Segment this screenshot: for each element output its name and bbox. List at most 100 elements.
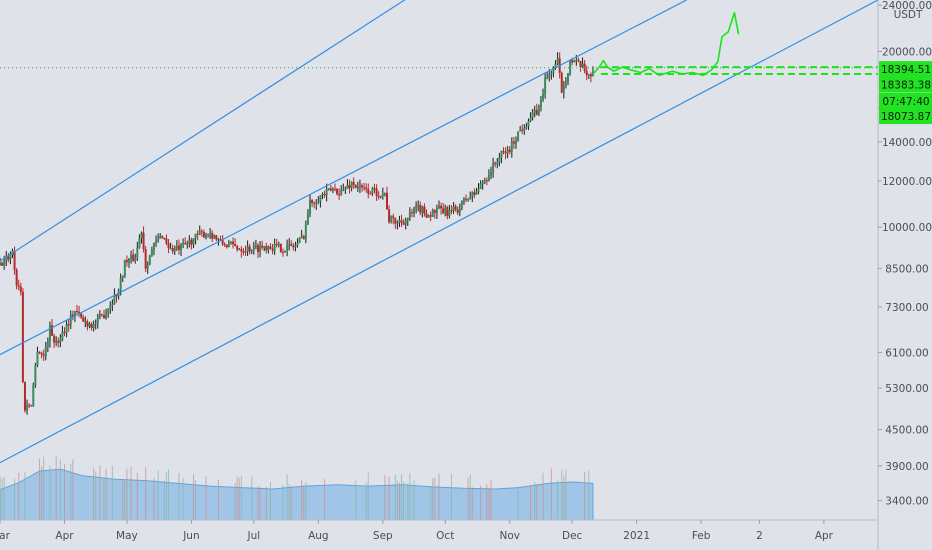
candle-body	[242, 251, 245, 253]
candle-body	[321, 193, 324, 196]
candle	[550, 70, 553, 80]
candle	[152, 242, 155, 256]
candle	[236, 244, 239, 252]
candle	[394, 217, 397, 229]
candle	[232, 237, 235, 249]
candle-body	[552, 67, 555, 74]
candle	[475, 187, 478, 195]
candle	[544, 73, 547, 99]
candle-body	[390, 216, 393, 223]
candle-body	[19, 286, 22, 292]
candle-body	[537, 106, 540, 115]
candle-body	[358, 185, 361, 188]
candle	[219, 235, 222, 241]
candle	[103, 309, 106, 319]
candle	[5, 251, 8, 267]
candle-body	[111, 304, 114, 306]
candle	[269, 243, 272, 250]
candle	[512, 136, 515, 149]
candle	[371, 186, 374, 196]
candle-body	[481, 182, 484, 184]
candle	[392, 213, 395, 225]
candle-body	[236, 245, 239, 250]
candle	[573, 59, 576, 63]
candle	[15, 268, 18, 290]
candle-body	[363, 187, 366, 189]
candle-body	[381, 193, 384, 196]
candle	[34, 362, 37, 388]
candle-body	[302, 236, 305, 240]
candle-body	[263, 246, 266, 248]
candle-body	[456, 209, 459, 213]
candle	[313, 201, 316, 209]
candle-body	[506, 149, 509, 153]
candle	[229, 241, 232, 245]
candle	[180, 242, 183, 256]
candle	[188, 235, 191, 248]
candle-body	[232, 241, 235, 245]
candle-body	[367, 189, 370, 194]
candle-body	[113, 294, 116, 305]
candle	[552, 66, 555, 78]
candle	[227, 239, 230, 248]
candle	[221, 235, 224, 246]
candle	[373, 183, 376, 194]
candle-body	[477, 188, 480, 192]
candle	[521, 124, 524, 135]
candle	[94, 319, 97, 330]
candle	[123, 259, 126, 278]
candle-body	[433, 209, 436, 213]
candle-body	[494, 162, 497, 165]
price-badge-box	[879, 108, 932, 125]
candle-body	[333, 188, 336, 190]
candle	[267, 245, 270, 254]
candle	[342, 183, 345, 192]
price-badge: 07:47:40	[879, 92, 932, 109]
candle	[514, 136, 517, 149]
candle	[109, 301, 112, 314]
time-tick-label: 2021	[623, 530, 650, 542]
candle-body	[152, 242, 155, 250]
candle	[385, 186, 388, 211]
candle-body	[402, 222, 405, 225]
candle-body	[26, 405, 29, 411]
candle-body	[123, 260, 126, 277]
candle	[564, 77, 567, 89]
candle	[367, 183, 370, 199]
candle-body	[34, 365, 37, 385]
candle	[38, 351, 41, 355]
candle	[36, 346, 39, 368]
candle-body	[542, 94, 545, 100]
candle-body	[539, 99, 542, 107]
candle-body	[180, 244, 183, 250]
candle	[431, 208, 434, 218]
candle-body	[319, 195, 322, 202]
candle	[59, 334, 62, 348]
candle-body	[475, 191, 478, 195]
candle-body	[134, 258, 137, 261]
candle-body	[200, 231, 203, 233]
candle-body	[394, 217, 397, 224]
candle	[298, 236, 301, 244]
candle	[61, 325, 64, 342]
candle-body	[550, 73, 553, 75]
candle	[344, 186, 347, 194]
time-axis[interactable]: Mar Apr May Jun Jul Aug Sep Oct Nov Dec 2021 Feb 2 Ap…	[0, 520, 834, 542]
candle-body	[460, 201, 463, 209]
candle	[67, 319, 70, 332]
price-badge-box	[879, 92, 932, 109]
candle	[379, 195, 382, 199]
candle-body	[569, 59, 572, 74]
candle-body	[44, 347, 47, 356]
price-tick-label: 8500.00	[885, 263, 928, 275]
candle	[319, 195, 322, 208]
candle	[525, 122, 528, 130]
candle-body	[404, 219, 407, 225]
candle	[215, 235, 218, 242]
candle-body	[121, 276, 124, 278]
candle	[446, 205, 449, 220]
candle-body	[78, 311, 81, 314]
candle	[483, 177, 486, 185]
price-badge: 18394.51	[879, 61, 932, 78]
